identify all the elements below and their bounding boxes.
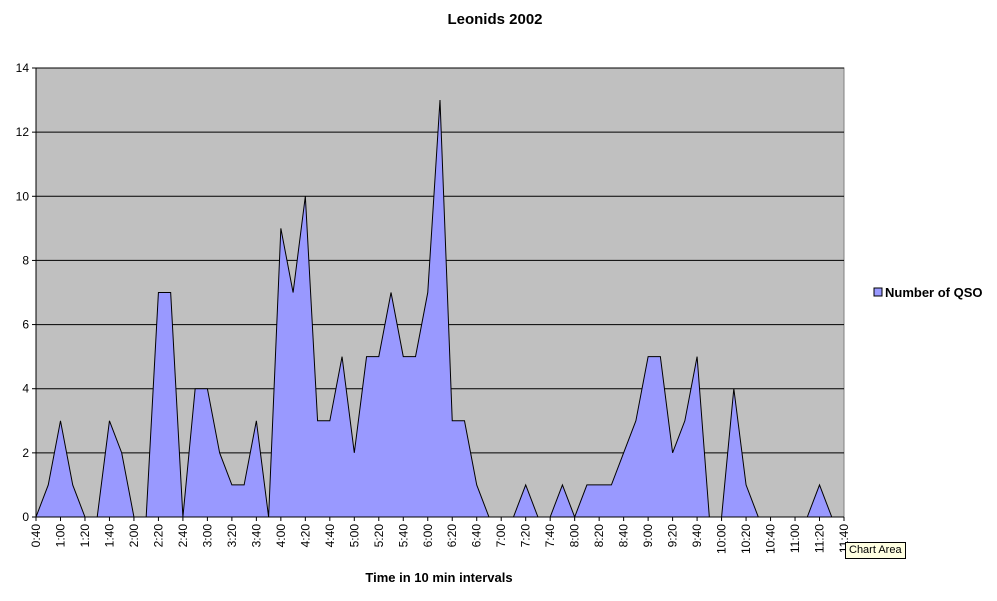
- y-tick-label: 6: [22, 318, 29, 332]
- y-tick-label: 12: [16, 125, 30, 139]
- y-tick-label: 14: [16, 61, 30, 75]
- x-tick-label: 8:20: [592, 524, 606, 548]
- x-tick-label: 6:20: [445, 524, 459, 548]
- x-tick-label: 3:00: [200, 524, 214, 548]
- x-tick-label: 11:20: [813, 524, 827, 553]
- x-tick-label: 9:20: [666, 524, 680, 548]
- x-tick-label: 9:00: [641, 524, 655, 548]
- x-tick-label: 8:40: [617, 524, 631, 548]
- x-tick-label: 4:20: [298, 524, 312, 548]
- x-tick-label: 2:20: [151, 524, 165, 548]
- x-tick-label: 9:40: [690, 524, 704, 548]
- y-tick-label: 8: [22, 253, 29, 267]
- y-axis: 0 2 4 6 8 10 12 14: [16, 61, 37, 524]
- y-tick-label: 10: [16, 189, 30, 203]
- y-tick-label: 2: [22, 446, 29, 460]
- x-tick-label: 8:00: [568, 524, 582, 548]
- x-tick-label: 1:40: [102, 524, 116, 548]
- x-tick-label: 3:40: [249, 524, 263, 548]
- legend[interactable]: Number of QSO: [873, 285, 983, 300]
- x-tick-label: 5:40: [396, 524, 410, 548]
- y-tick-label: 0: [22, 510, 29, 524]
- x-tick-label: 5:20: [372, 524, 386, 548]
- x-tick-label: 0:40: [29, 524, 43, 548]
- x-tick-label: 1:20: [78, 524, 92, 548]
- chart-title: Leonids 2002: [447, 11, 542, 28]
- x-tick-label: 7:40: [543, 524, 557, 548]
- legend-label: Number of QSO: [885, 285, 983, 300]
- x-tick-label: 10:40: [764, 524, 778, 554]
- x-tick-label: 3:20: [225, 524, 239, 548]
- tooltip: Chart Area: [845, 542, 906, 559]
- x-tick-label: 10:20: [739, 524, 753, 554]
- x-tick-label: 4:40: [323, 524, 337, 548]
- x-tick-label: 1:00: [53, 524, 67, 548]
- x-tick-label: 7:00: [494, 524, 508, 548]
- x-tick-label: 7:20: [519, 524, 533, 548]
- x-axis: 0:40 1:00 1:20 1:40 2:00 2:20 2:40 3:00 3:20 3:40…: [29, 516, 851, 554]
- x-tick-label: 6:00: [421, 524, 435, 548]
- x-tick-label: 11:00: [788, 524, 802, 553]
- series-area-fill: [36, 100, 844, 518]
- x-tick-label: 2:40: [176, 524, 190, 548]
- y-tick-label: 4: [22, 382, 29, 396]
- x-tick-label: 5:00: [347, 524, 361, 548]
- x-tick-label: 10:00: [715, 524, 729, 554]
- x-tick-label: 6:40: [470, 524, 484, 548]
- legend-swatch: [873, 287, 883, 297]
- x-axis-title: Time in 10 min intervals: [365, 570, 512, 585]
- x-tick-label: 4:00: [274, 524, 288, 548]
- x-tick-label: 2:00: [127, 524, 141, 548]
